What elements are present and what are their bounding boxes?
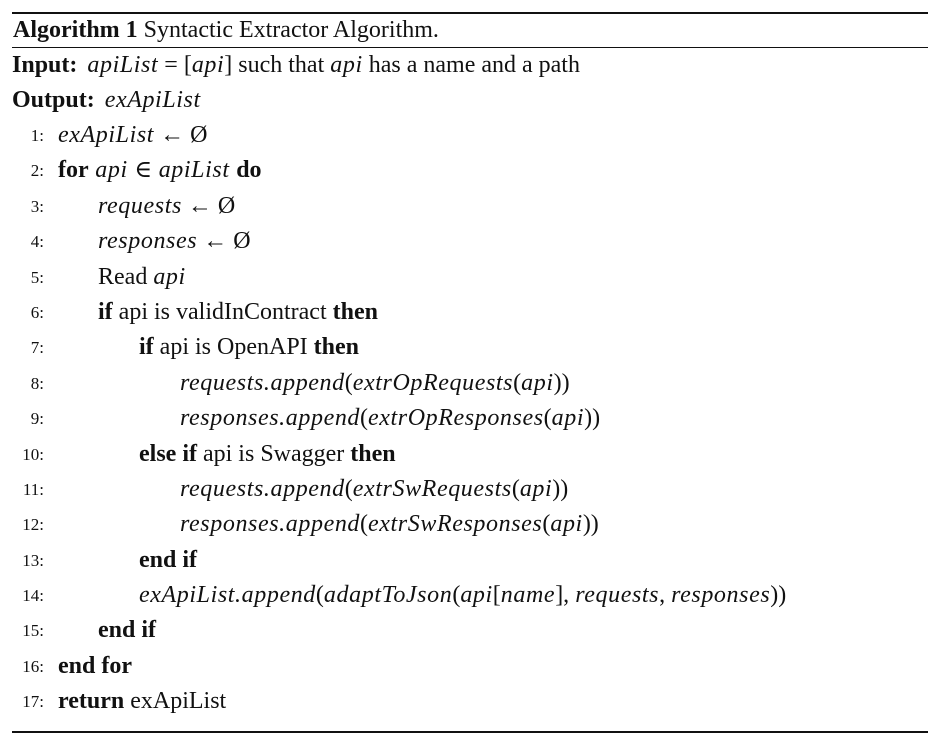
- output-line: Output: exApiList: [12, 83, 928, 118]
- line-number: 12:: [22, 515, 44, 535]
- line-number: 5:: [30, 267, 44, 287]
- code-line-12: 12: responses.append(extrSwResponses(api…: [12, 507, 928, 542]
- code-line-13: 13: end if: [12, 543, 928, 578]
- line-number: 6:: [30, 302, 44, 322]
- line-code: if api is OpenAPI then: [139, 334, 359, 361]
- code-line-6: 6: if api is validInContract then: [12, 295, 928, 330]
- input-rest2: has a name and a path: [362, 52, 580, 78]
- line-number: 3:: [30, 196, 44, 216]
- line-code: requests.append(extrSwRequests(api)): [180, 475, 569, 502]
- caption-rule: [12, 47, 928, 48]
- line-number: 10:: [22, 444, 44, 464]
- line-number: 1:: [30, 126, 44, 145]
- bottom-rule: [12, 731, 928, 733]
- input-keyword: Input:: [12, 52, 78, 78]
- line-code: return exApiList: [58, 688, 227, 715]
- line-code: responses ← Ø: [98, 228, 251, 255]
- line-code: responses.append(extrSwResponses(api)): [180, 511, 599, 538]
- code-line-11: 11: requests.append(extrSwRequests(api)): [12, 472, 928, 507]
- line-code: requests.append(extrOpRequests(api)): [180, 369, 570, 396]
- code-line-14: 14: exApiList.append(adaptToJson(api[nam…: [12, 578, 928, 613]
- output-value: exApiList: [104, 87, 201, 113]
- caption-label: Algorithm 1: [13, 17, 138, 43]
- line-code: end if: [139, 546, 198, 573]
- top-rule: [12, 12, 928, 14]
- line-number: 8:: [30, 373, 44, 393]
- input-line: Input: apiList = [api] such that api has …: [12, 48, 928, 83]
- code-line-17: 17: return exApiList: [12, 684, 928, 719]
- algorithm-block: Algorithm 1 Syntactic Extractor Algorith…: [12, 12, 928, 720]
- line-number: 7:: [30, 338, 44, 358]
- line-number: 16:: [22, 656, 44, 676]
- code-line-1: 1: exApiList ← Ø: [12, 118, 928, 153]
- line-code: end for: [58, 652, 132, 679]
- line-code: exApiList ← Ø: [58, 122, 208, 148]
- code-line-16: 16: end for: [12, 649, 928, 684]
- line-number: 11:: [22, 479, 44, 499]
- line-number: 9:: [30, 409, 44, 429]
- code-line-9: 9: responses.append(extrOpResponses(api)…: [12, 401, 928, 436]
- line-code: responses.append(extrOpResponses(api)): [180, 405, 601, 432]
- line-number: 17:: [22, 692, 44, 712]
- input-mid: = [: [158, 52, 192, 78]
- code-line-8: 8: requests.append(extrOpRequests(api)): [12, 366, 928, 401]
- code-line-10: 10: else if api is Swagger then: [12, 437, 928, 472]
- output-keyword: Output:: [12, 87, 95, 113]
- line-number: 2:: [30, 161, 44, 181]
- line-code: end if: [98, 617, 157, 644]
- algorithm-caption: Algorithm 1 Syntactic Extractor Algorith…: [12, 14, 928, 47]
- input-arg2: api: [330, 52, 363, 78]
- input-rest1: ] such that: [224, 52, 331, 78]
- line-code: else if api is Swagger then: [139, 440, 396, 467]
- line-code: exApiList.append(adaptToJson(api[name], …: [139, 582, 787, 609]
- line-code: requests ← Ø: [98, 192, 236, 219]
- algorithm-lines: 1: exApiList ← Ø 2: for api ∈ apiList do…: [12, 118, 928, 720]
- code-line-3: 3: requests ← Ø: [12, 189, 928, 224]
- code-line-4: 4: responses ← Ø: [12, 224, 928, 259]
- line-code: if api is validInContract then: [98, 298, 378, 325]
- line-code: for api ∈ apiList do: [58, 157, 262, 184]
- code-line-15: 15: end if: [12, 613, 928, 648]
- line-number: 4:: [30, 232, 44, 252]
- line-code: Read api: [98, 263, 186, 290]
- line-number: 15:: [22, 621, 44, 641]
- code-line-5: 5: Read api: [12, 260, 928, 295]
- code-line-2: 2: for api ∈ apiList do: [12, 153, 928, 188]
- input-arg: api: [191, 52, 225, 78]
- code-line-7: 7: if api is OpenAPI then: [12, 330, 928, 365]
- caption-title: Syntactic Extractor Algorithm.: [143, 17, 439, 43]
- line-number: 14:: [22, 586, 44, 606]
- input-lhs: apiList: [87, 52, 159, 78]
- line-number: 13:: [22, 550, 44, 570]
